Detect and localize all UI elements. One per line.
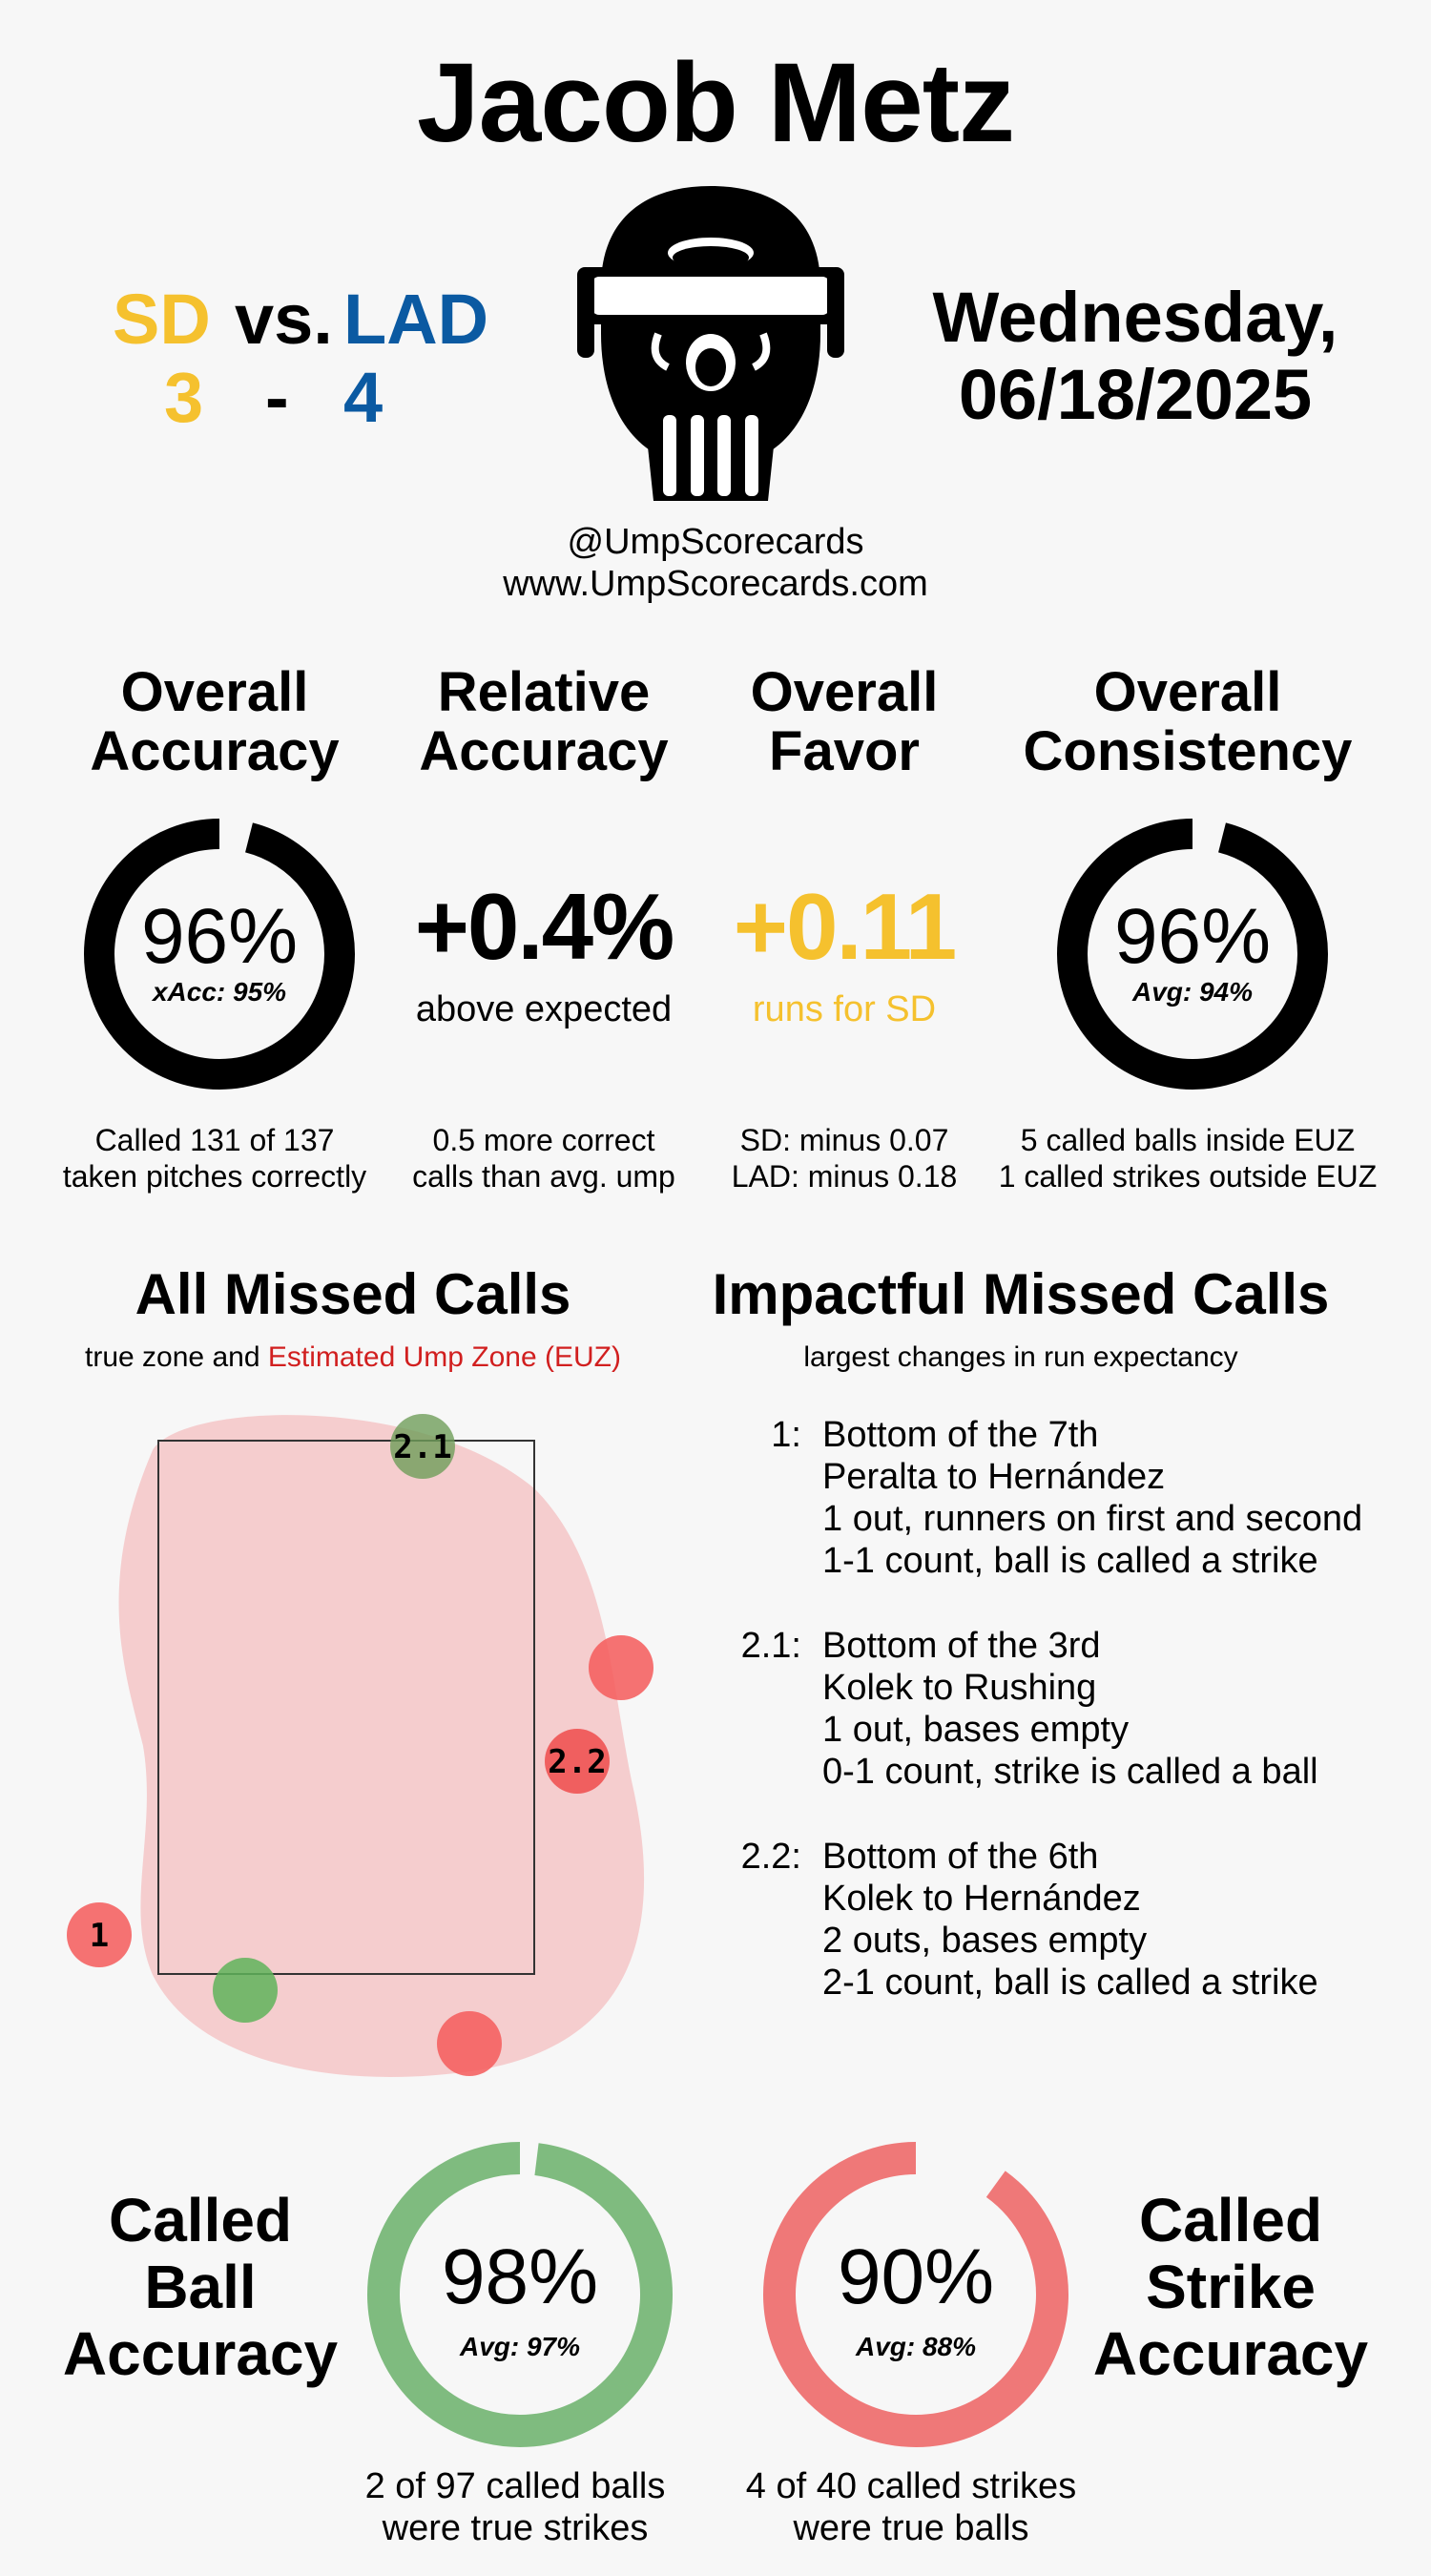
all-missed-calls-heading: All Missed Calls [135, 1262, 571, 1326]
away-team: SD [113, 280, 211, 359]
called-ball-value: 98% [441, 2233, 599, 2320]
overall-favor-value: +0.11 [733, 874, 958, 979]
called-strike-ring [763, 2142, 1068, 2447]
called-strike-desc: 4 of 40 called strikes were true balls [745, 2466, 1077, 2548]
missed-call-pitch [213, 1958, 278, 2023]
called-ball-heading: Called Ball Accuracy [62, 2186, 339, 2388]
true-strike-zone [157, 1440, 535, 1975]
relative-accuracy-value: +0.4% [414, 874, 675, 979]
impactful-missed-calls-heading: Impactful Missed Calls [712, 1262, 1330, 1326]
vs-text: vs. [235, 280, 333, 359]
overall-accuracy-desc: Called 131 of 137 taken pitches correctl… [62, 1123, 367, 1194]
ring-arc [1057, 819, 1328, 1090]
overall-consistency-value: 96% [1113, 893, 1272, 980]
called-strike-heading: Called Strike Accuracy [1092, 2186, 1369, 2388]
missed-call-pitch [437, 2011, 502, 2076]
called-ball-avg: Avg: 97% [459, 2332, 581, 2361]
home-team: LAD [343, 280, 489, 359]
called-strike-avg: Avg: 88% [855, 2332, 977, 2361]
ring-arc [367, 2142, 673, 2447]
missed-call-pitch: 2.1 [390, 1414, 455, 1479]
umpire-name: Jacob Metz [416, 40, 1015, 166]
missed-call-pitch [589, 1635, 653, 1700]
svg-text:2.2: 2.2 [548, 1743, 606, 1781]
overall-consistency-ring [1057, 819, 1328, 1090]
game-date-day: Wednesday, [932, 278, 1338, 357]
euz-label: Estimated Ump Zone (EUZ) [267, 1341, 621, 1373]
all-missed-calls-sub: true zone and Estimated Ump Zone (EUZ) [85, 1341, 621, 1373]
overall-consistency-desc: 5 called balls inside EUZ 1 called strik… [998, 1123, 1378, 1194]
called-ball-ring [367, 2142, 673, 2447]
away-score: 3 [164, 358, 204, 437]
website: www.UmpScorecards.com [503, 564, 928, 604]
overall-favor-desc: SD: minus 0.07 LAD: minus 0.18 [731, 1123, 958, 1194]
missed-call-pitch: 1 [67, 1902, 132, 1967]
estimated-ump-zone [118, 1415, 645, 2077]
svg-text:1: 1 [90, 1917, 109, 1955]
overall-consistency-heading: Overall Consistency [1023, 661, 1353, 782]
overall-favor-sub: runs for SD [752, 989, 937, 1029]
impactful-missed-calls-sub: largest changes in run expectancy [803, 1341, 1238, 1373]
game-date: 06/18/2025 [958, 355, 1313, 434]
overall-accuracy-heading: Overall Accuracy [90, 661, 340, 782]
overall-favor-heading: Overall Favor [750, 661, 939, 782]
missed-call-pitch: 2.2 [545, 1729, 610, 1794]
called-ball-desc: 2 of 97 called balls were true strikes [364, 2466, 666, 2548]
overall-accuracy-ring [84, 819, 355, 1090]
umpire-mask-icon [577, 186, 844, 501]
relative-accuracy-sub: above expected [415, 989, 673, 1029]
score-dash: - [265, 358, 289, 437]
relative-accuracy-heading: Relative Accuracy [419, 661, 669, 782]
home-score: 4 [343, 358, 384, 437]
overall-accuracy-value: 96% [140, 893, 299, 980]
strike-zone-plot: 2.1 2.2 1 [67, 1414, 653, 2077]
overall-consistency-avg: Avg: 94% [1131, 977, 1254, 1007]
overall-accuracy-xacc: xAcc: 95% [152, 977, 287, 1007]
ring-arc [84, 819, 355, 1090]
twitter-handle: @UmpScorecards [567, 522, 864, 562]
ring-arc [763, 2142, 1068, 2447]
svg-text:2.1: 2.1 [393, 1428, 451, 1466]
called-strike-value: 90% [837, 2233, 995, 2320]
relative-accuracy-desc: 0.5 more correct calls than avg. ump [412, 1123, 675, 1194]
